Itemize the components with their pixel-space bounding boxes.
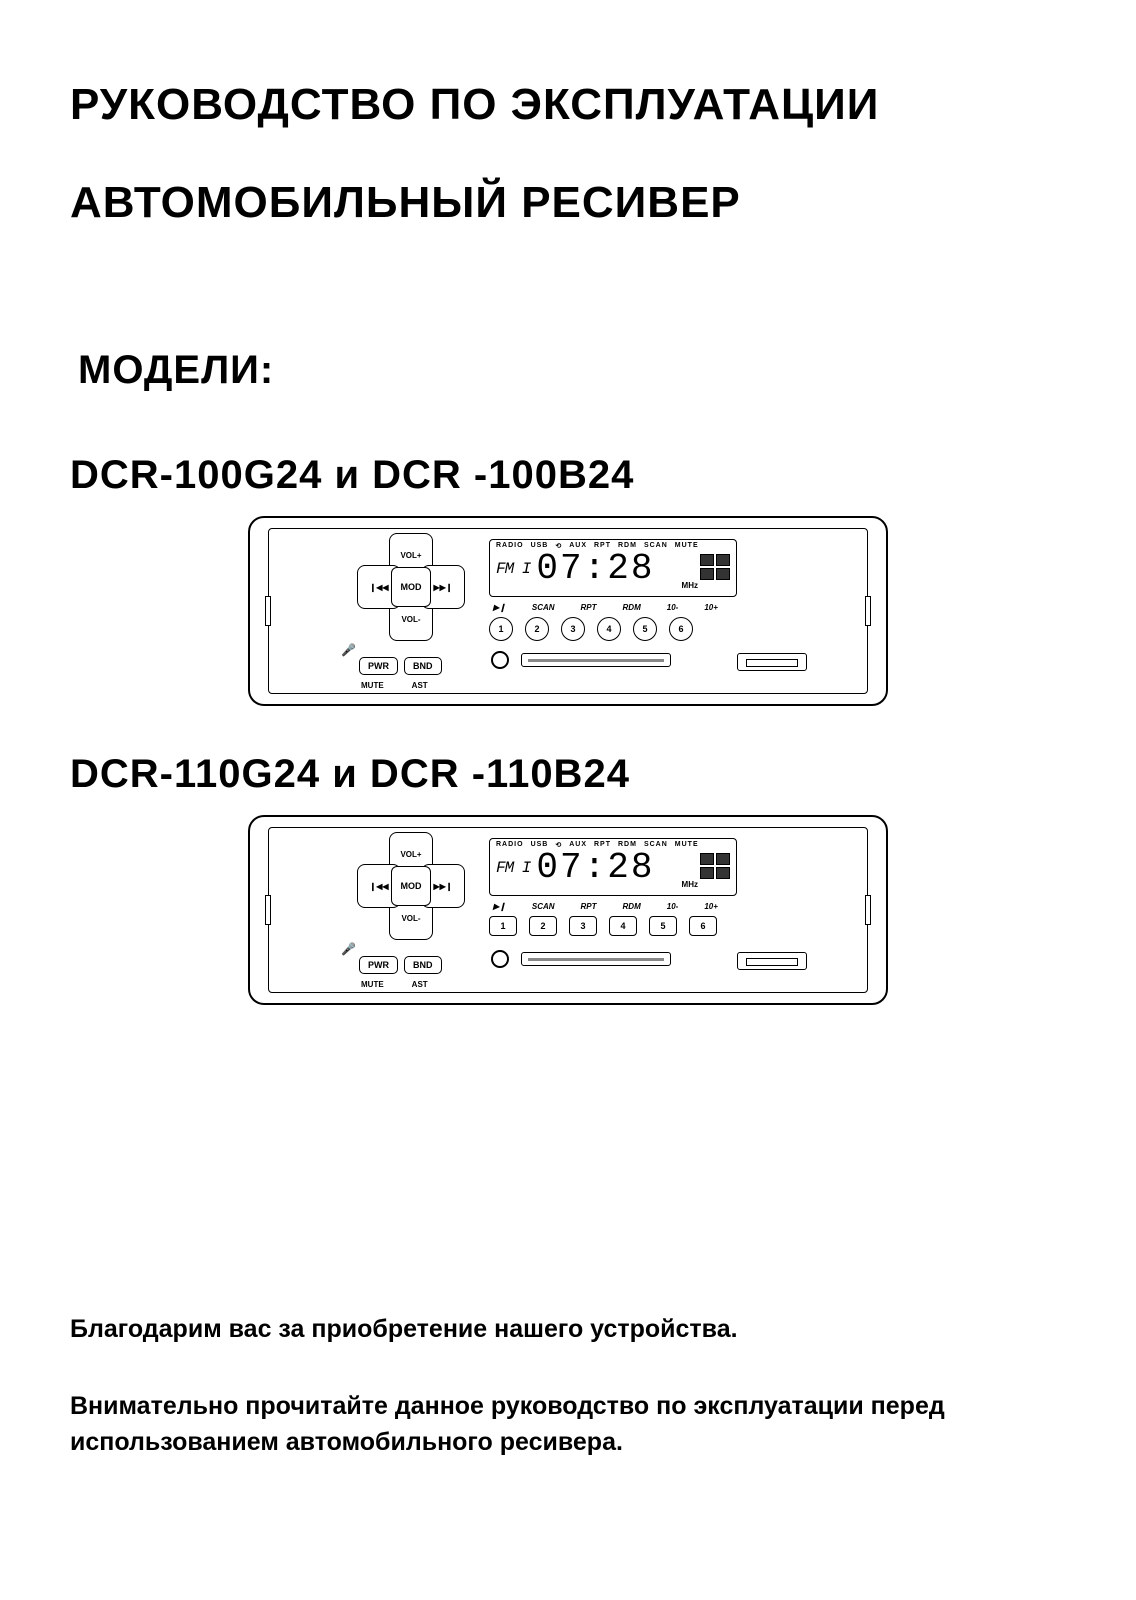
usb-port[interactable]: [737, 952, 807, 970]
pl-3: RPT: [581, 902, 597, 911]
lcd-band: FM I: [496, 560, 530, 578]
lcd-icon: [700, 853, 714, 865]
notch-right: [865, 596, 871, 626]
lcd-icon: [716, 867, 730, 879]
preset-labels: ▶❙ SCAN RPT RDM 10- 10+: [493, 603, 718, 612]
device-illustration-b: VOL+ VOL- ❙◀◀ ▶▶❙ MOD 🎤 PWR BND MUTE AST…: [248, 815, 888, 1005]
footer-text: Благодарим вас за приобретение нашего ус…: [70, 1311, 1066, 1500]
pl-6: 10+: [704, 603, 718, 612]
sd-slot[interactable]: [521, 653, 671, 667]
mute-label: MUTE: [361, 681, 384, 690]
pl-1: ▶❙: [493, 603, 506, 612]
pl-2: SCAN: [532, 902, 555, 911]
mod-button[interactable]: MOD: [391, 866, 431, 906]
preset-2[interactable]: 2: [525, 617, 549, 641]
lcd-icon: [716, 568, 730, 580]
pl-6: 10+: [704, 902, 718, 911]
aux-knob[interactable]: [491, 950, 509, 968]
notch-left: [265, 596, 271, 626]
footer-thanks: Благодарим вас за приобретение нашего ус…: [70, 1311, 1066, 1347]
model-a-label: DCR-100G24 и DCR -100B24: [70, 453, 1066, 498]
pl-5: 10-: [667, 603, 679, 612]
preset-3[interactable]: 3: [569, 916, 597, 936]
notch-right: [865, 895, 871, 925]
preset-6[interactable]: 6: [689, 916, 717, 936]
mute-label: MUTE: [361, 980, 384, 989]
lcd-mhz: MHz: [682, 880, 698, 889]
pl-4: RDM: [623, 603, 641, 612]
preset-buttons-b: 1 2 3 4 5 6: [489, 916, 717, 936]
bnd-button[interactable]: BND: [404, 657, 442, 675]
lcd-display: RADIO USB ⟲ AUX RPT RDM SCAN MUTE FM I 0…: [489, 539, 737, 597]
preset-buttons-a: 1 2 3 4 5 6: [489, 617, 693, 641]
pl-3: RPT: [581, 603, 597, 612]
notch-left: [265, 895, 271, 925]
preset-5[interactable]: 5: [649, 916, 677, 936]
pl-2: SCAN: [532, 603, 555, 612]
lcd-radio: RADIO: [496, 542, 524, 550]
preset-1[interactable]: 1: [489, 916, 517, 936]
pwr-button[interactable]: PWR: [359, 657, 398, 675]
lcd-radio: RADIO: [496, 841, 524, 849]
main-title-2: АВТОМОБИЛЬНЫЙ РЕСИВЕР: [70, 178, 1066, 228]
aux-knob[interactable]: [491, 651, 509, 669]
lcd-band: FM I: [496, 859, 530, 877]
preset-6[interactable]: 6: [669, 617, 693, 641]
preset-labels: ▶❙ SCAN RPT RDM 10- 10+: [493, 902, 718, 911]
preset-1[interactable]: 1: [489, 617, 513, 641]
mic-icon: 🎤: [341, 942, 356, 956]
mod-button[interactable]: MOD: [391, 567, 431, 607]
lcd-icon: [700, 867, 714, 879]
pl-5: 10-: [667, 902, 679, 911]
models-heading: МОДЕЛИ:: [78, 348, 1066, 393]
lcd-display: RADIO USB ⟲ AUX RPT RDM SCAN MUTE FM I 0…: [489, 838, 737, 896]
lcd-icon: [716, 554, 730, 566]
ast-label: AST: [412, 980, 428, 989]
ast-label: AST: [412, 681, 428, 690]
lcd-time: 07:28: [536, 551, 654, 587]
lcd-icon: [700, 554, 714, 566]
sd-slot[interactable]: [521, 952, 671, 966]
device-illustration-a: VOL+ VOL- ❙◀◀ ▶▶❙ MOD 🎤 PWR BND MUTE AST…: [248, 516, 888, 706]
preset-4[interactable]: 4: [597, 617, 621, 641]
preset-4[interactable]: 4: [609, 916, 637, 936]
preset-3[interactable]: 3: [561, 617, 585, 641]
dpad-cluster: VOL+ VOL- ❙◀◀ ▶▶❙ MOD: [361, 836, 461, 936]
dpad-cluster: VOL+ VOL- ❙◀◀ ▶▶❙ MOD: [361, 537, 461, 637]
lcd-mute: MUTE: [675, 542, 699, 550]
main-title-1: РУКОВОДСТВО ПО ЭКСПЛУАТАЦИИ: [70, 80, 1066, 130]
bnd-button[interactable]: BND: [404, 956, 442, 974]
pwr-button[interactable]: PWR: [359, 956, 398, 974]
pl-1: ▶❙: [493, 902, 506, 911]
model-b-label: DCR-110G24 и DCR -110B24: [70, 752, 1066, 797]
usb-port[interactable]: [737, 653, 807, 671]
preset-2[interactable]: 2: [529, 916, 557, 936]
lcd-mhz: MHz: [682, 581, 698, 590]
pl-4: RDM: [623, 902, 641, 911]
lcd-icon: [716, 853, 730, 865]
mic-icon: 🎤: [341, 643, 356, 657]
footer-warning: Внимательно прочитайте данное руководств…: [70, 1388, 1066, 1461]
lcd-time: 07:28: [536, 850, 654, 886]
lcd-mute: MUTE: [675, 841, 699, 849]
preset-5[interactable]: 5: [633, 617, 657, 641]
lcd-icon: [700, 568, 714, 580]
